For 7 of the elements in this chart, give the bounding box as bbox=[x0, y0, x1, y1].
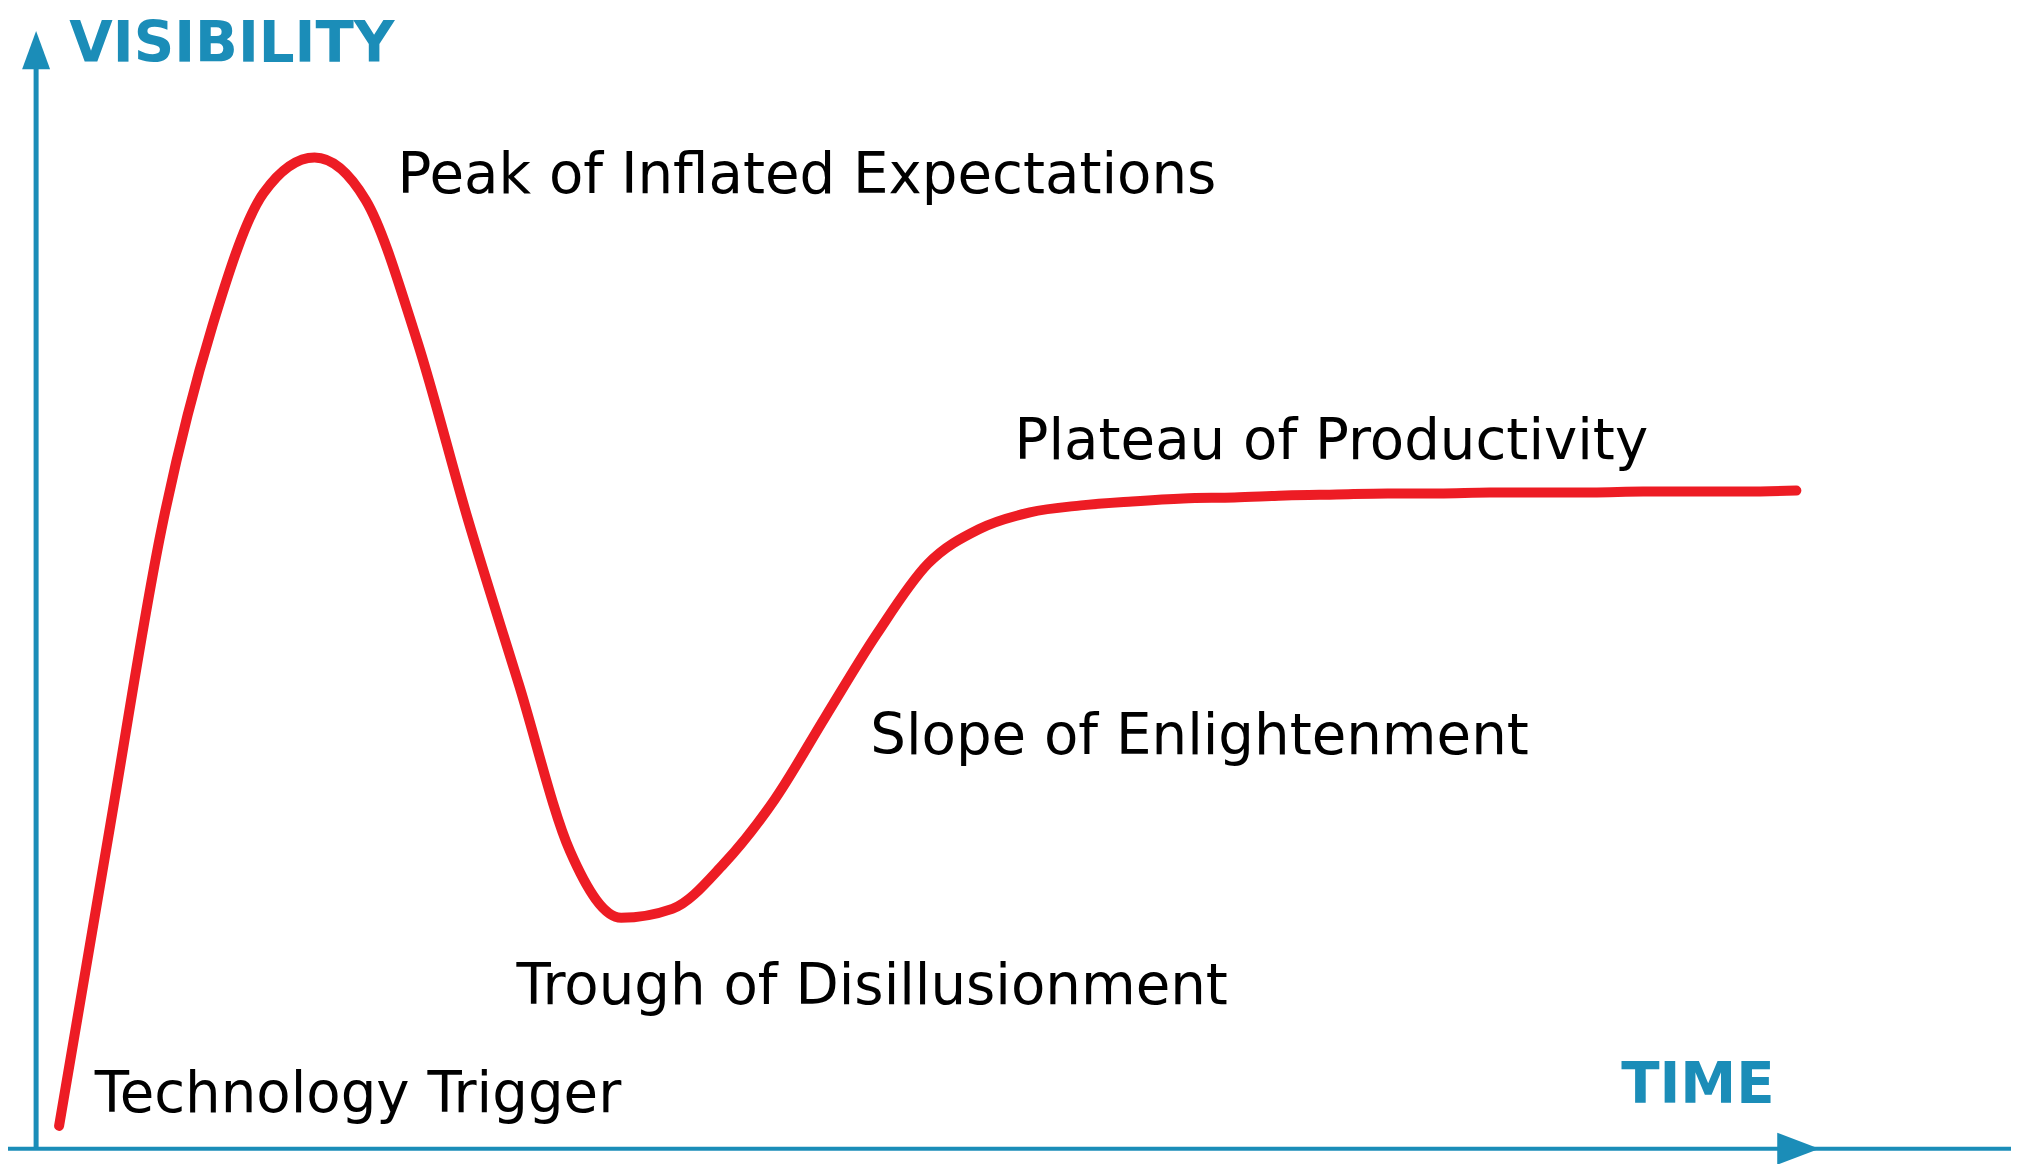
y-axis-title: VISIBILITY bbox=[69, 9, 396, 75]
annotation: Technology Trigger bbox=[93, 1059, 623, 1125]
annotation: Peak of Inflated Expectations bbox=[397, 141, 1217, 207]
x-axis-title: TIME bbox=[1621, 1050, 1775, 1116]
annotation: Plateau of Productivity bbox=[1014, 406, 1649, 472]
annotation: Trough of Disillusionment bbox=[515, 952, 1228, 1018]
annotation: Slope of Enlightenment bbox=[870, 702, 1529, 768]
